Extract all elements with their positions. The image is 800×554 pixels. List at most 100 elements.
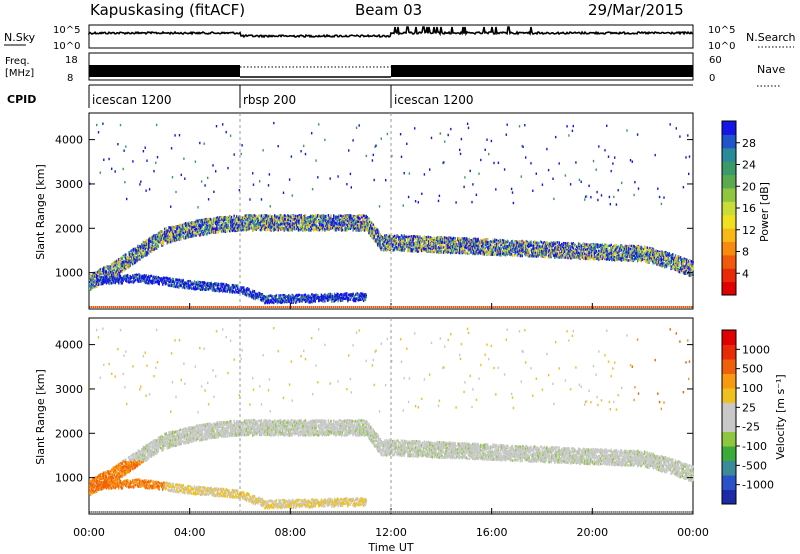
echo-mark: [107, 274, 109, 277]
echo-mark: [110, 276, 112, 279]
echo-mark: [134, 250, 137, 253]
echo-mark: [327, 214, 330, 217]
echo-mark: [126, 257, 129, 260]
echo-mark: [246, 292, 249, 295]
echo-mark: [278, 223, 280, 227]
echo-mark: [129, 259, 131, 262]
echo-mark: [244, 224, 247, 227]
echo-mark: [119, 275, 122, 278]
echo-mark: [136, 277, 138, 281]
echo-mark: [242, 217, 244, 220]
echo-mark: [206, 287, 208, 290]
echo-mark: [247, 228, 249, 231]
echo-mark: [192, 221, 195, 224]
echo-mark: [221, 226, 223, 230]
echo-mark: [220, 217, 222, 220]
echo-mark: [273, 229, 275, 232]
echo-mark: [175, 233, 177, 236]
echo-mark: [273, 220, 275, 223]
echo-mark: [128, 251, 130, 254]
echo-mark: [305, 228, 308, 231]
echo-mark: [234, 223, 236, 227]
echo-mark: [112, 280, 115, 283]
echo-mark: [308, 229, 310, 232]
echo-mark: [218, 220, 220, 223]
echo-mark: [174, 226, 176, 229]
echo-mark: [108, 275, 110, 278]
echo-mark: [156, 245, 159, 249]
echo-mark: [226, 217, 228, 221]
echo-mark: [283, 301, 286, 304]
echo-mark: [90, 279, 93, 282]
echo-mark: [142, 255, 145, 258]
echo-mark: [139, 245, 141, 248]
echo-mark: [171, 283, 174, 287]
echo-mark: [172, 285, 175, 288]
echo-mark: [124, 253, 126, 256]
echo-mark: [212, 288, 214, 291]
echo-mark: [106, 274, 108, 277]
echo-mark: [399, 133, 402, 136]
noise-left-tick-bottom: 10^0: [53, 41, 80, 52]
echo-mark: [168, 239, 170, 242]
echo-mark: [183, 236, 185, 240]
echo-mark: [156, 234, 159, 237]
echo-mark: [283, 216, 286, 219]
echo-mark: [283, 294, 286, 297]
echo-mark: [379, 239, 382, 243]
echo-mark: [164, 235, 167, 238]
echo-mark: [222, 289, 224, 292]
echo-mark: [170, 227, 172, 230]
echo-mark: [165, 282, 167, 285]
echo-mark: [250, 221, 252, 224]
echo-mark: [145, 239, 147, 242]
echo-mark: [236, 285, 238, 288]
echo-mark: [208, 224, 211, 227]
echo-mark: [115, 266, 117, 269]
echo-mark: [203, 227, 205, 231]
echo-mark: [273, 223, 275, 226]
echo-mark: [109, 279, 111, 282]
echo-mark: [185, 235, 188, 238]
echo-mark: [94, 275, 96, 278]
echo-mark: [225, 223, 227, 227]
echo-mark: [210, 282, 212, 286]
echo-mark: [150, 248, 153, 252]
echo-mark: [175, 285, 177, 289]
echo-mark: [162, 237, 164, 240]
echo-mark: [123, 275, 125, 278]
echo-mark: [244, 293, 246, 296]
echo-mark: [153, 275, 155, 278]
echo-mark: [137, 251, 139, 255]
echo-mark: [166, 279, 168, 282]
echo-mark: [89, 277, 92, 280]
echo-mark: [287, 227, 289, 230]
echo-mark: [315, 159, 317, 162]
echo-mark: [205, 233, 207, 236]
echo-mark: [359, 217, 361, 220]
echo-mark: [132, 253, 134, 257]
echo-mark: [229, 215, 231, 218]
echo-mark: [235, 288, 237, 291]
echo-mark: [118, 268, 120, 272]
echo-mark: [192, 224, 195, 227]
echo-mark: [175, 236, 177, 240]
echo-mark: [141, 249, 144, 252]
echo-mark: [211, 285, 213, 288]
echo-mark: [103, 158, 105, 161]
echo-mark: [222, 123, 224, 126]
echo-mark: [255, 217, 257, 220]
echo-mark: [219, 220, 221, 224]
echo-mark: [148, 243, 151, 246]
echo-mark: [245, 229, 248, 232]
echo-mark: [251, 214, 253, 218]
echo-mark: [173, 239, 175, 243]
echo-mark: [232, 219, 234, 222]
echo-mark: [287, 295, 289, 298]
echo-mark: [232, 286, 234, 289]
echo-mark: [264, 298, 266, 301]
echo-mark: [264, 301, 266, 304]
echo-mark: [205, 286, 207, 289]
echo-mark: [157, 232, 160, 235]
echo-mark: [126, 260, 129, 263]
